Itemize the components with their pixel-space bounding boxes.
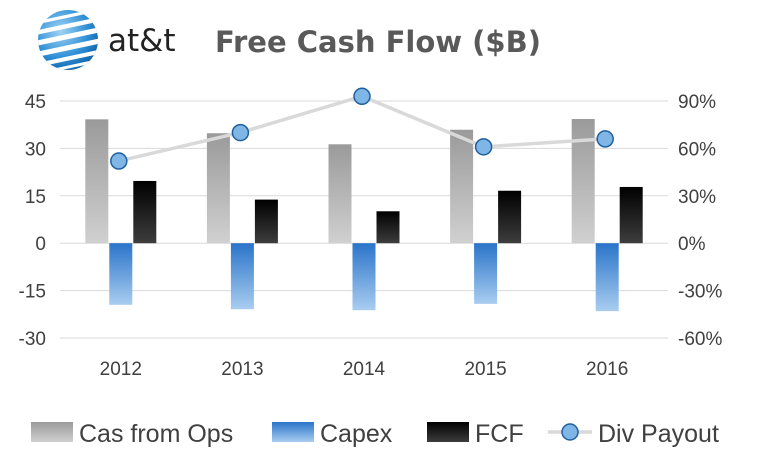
y-left-tick-label: 0 — [35, 234, 46, 255]
bars — [85, 119, 643, 312]
legend-label: Div Payout — [598, 420, 719, 448]
chart-title: Free Cash Flow ($B) — [215, 25, 541, 59]
legend-fcf: FCF — [427, 420, 524, 448]
y-right-tick-label: 0% — [678, 234, 706, 255]
y-left-tick-label: 45 — [25, 92, 46, 113]
div-payout-marker — [231, 123, 250, 142]
y-right-tick-label: 30% — [678, 187, 716, 208]
div-payout-marker — [353, 87, 371, 106]
y-right-tick-label: 60% — [678, 139, 716, 160]
bar-fcf — [498, 190, 522, 244]
div-payout-marker — [596, 130, 614, 148]
y-left-tick-label: 15 — [25, 187, 46, 208]
y-right-tick-label: -60% — [678, 329, 722, 350]
bar-fcf — [376, 211, 400, 244]
bar-fcf — [254, 199, 278, 244]
bar-cash-from-ops — [206, 133, 230, 244]
div-payout-marker — [474, 138, 493, 156]
legend: Cas from Ops Capex FCF Div Payout — [31, 420, 719, 448]
y-left-tick-label: -15 — [19, 282, 46, 303]
x-tick-label: 2016 — [586, 359, 628, 380]
bar-capex — [474, 243, 498, 304]
bar-cash-from-ops — [571, 119, 595, 244]
logo-text: at&t — [108, 23, 175, 59]
bar-capex — [109, 243, 133, 305]
bar-cash-from-ops — [328, 144, 352, 244]
legend-label: Capex — [320, 420, 393, 448]
x-tick-label: 2015 — [464, 359, 506, 380]
bar-fcf — [619, 186, 643, 244]
legend-capex: Capex — [272, 420, 393, 448]
bar-capex — [230, 243, 254, 310]
legend-label: Cas from Ops — [79, 420, 233, 448]
legend-swatch — [31, 422, 73, 442]
legend-cash-from-ops: Cas from Ops — [31, 420, 233, 448]
div-payout-line — [110, 87, 614, 170]
x-tick-label: 2013 — [221, 359, 263, 380]
bar-capex — [352, 243, 376, 311]
globe-icon — [38, 10, 98, 70]
x-tick-label: 2014 — [343, 359, 386, 380]
legend-marker-swatch — [561, 423, 579, 441]
bar-cash-from-ops — [450, 129, 474, 244]
x-tick-label: 2012 — [100, 359, 142, 380]
bar-fcf — [133, 180, 157, 244]
y-right-tick-label: 90% — [678, 92, 716, 113]
legend-swatch — [272, 422, 314, 442]
div-payout-marker — [110, 152, 128, 170]
y-left-tick-label: -30 — [19, 329, 46, 350]
att-logo: at&t — [38, 10, 175, 70]
bar-cash-from-ops — [85, 119, 109, 244]
y-right-tick-label: -30% — [678, 282, 722, 303]
legend-swatch — [427, 422, 469, 442]
legend-label: FCF — [475, 420, 524, 448]
bar-capex — [595, 243, 619, 312]
div-payout-polyline — [118, 94, 606, 163]
legend-div-payout: Div Payout — [548, 420, 719, 448]
axes: 45 30 15 0 -15 -30 90% 60% 30% 0% -30% -60% 2012 2013… — [19, 92, 723, 380]
y-left-tick-label: 30 — [25, 139, 46, 160]
